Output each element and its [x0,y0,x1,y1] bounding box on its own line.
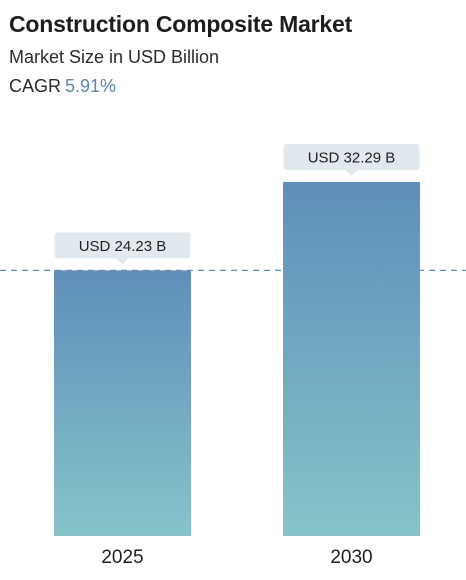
bar-2025 [54,270,191,536]
data-label-text: USD 24.23 B [79,238,167,255]
x-axis-ticks: 2025 2030 [101,547,372,568]
data-label-pointer [116,258,129,265]
cagr-label: CAGR [9,76,62,96]
data-label-box [283,144,420,170]
data-labels-group: USD 24.23 B USD 32.29 B [54,144,420,265]
bars-group [54,182,420,536]
bar-2030 [283,182,420,536]
data-label-text: USD 32.29 B [308,150,396,167]
chart-subtitle: Market Size in USD Billion [9,47,220,67]
data-label-pointer [345,170,358,176]
chart-header: Construction Composite Market Market Siz… [9,8,352,99]
chart-title: Construction Composite Market [9,11,353,37]
data-label-box [54,232,191,259]
x-tick-label-2030: 2030 [330,547,372,568]
cagr-value: 5.91% [65,76,117,96]
cagr-line: CAGR 5.91% [9,73,352,99]
data-label-2030: USD 32.29 B [283,144,420,176]
data-label-2025: USD 24.23 B [54,232,191,265]
x-tick-label-2025: 2025 [101,547,143,568]
